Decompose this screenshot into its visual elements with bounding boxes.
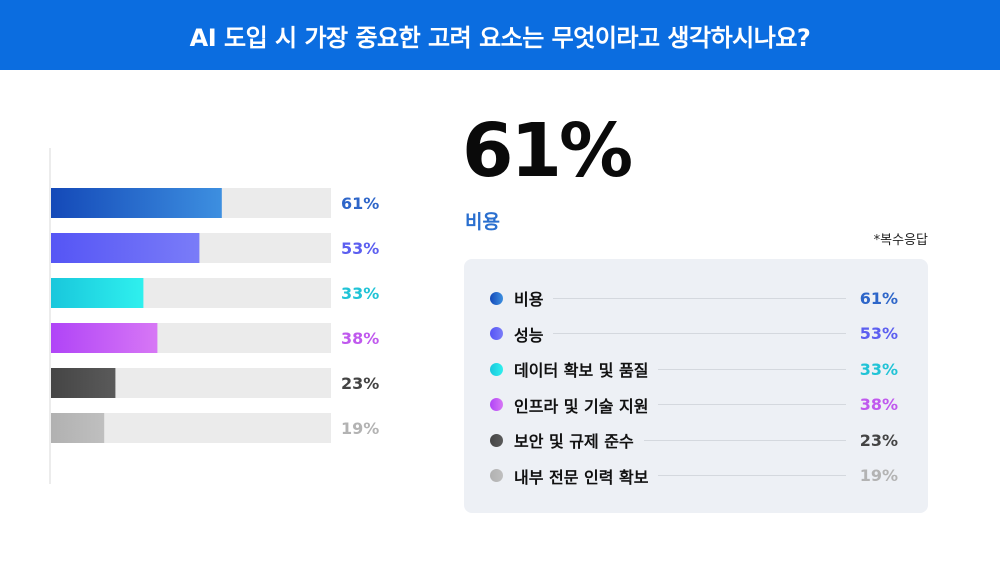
bar	[51, 368, 116, 398]
legend-item: 내부 전문 인력 확보 19%	[490, 465, 898, 487]
legend-value: 23%	[859, 430, 898, 450]
highlight-value: 61%	[462, 108, 633, 194]
legend-value: 19%	[859, 466, 898, 485]
legend-label: 내부 전문 인력 확보	[514, 467, 649, 487]
legend-item: 성능 53%	[490, 323, 898, 345]
bar	[51, 323, 158, 353]
bar	[51, 188, 222, 218]
legend-leader-line	[553, 333, 846, 334]
legend-item: 보안 및 규제 준수 23%	[490, 429, 898, 451]
legend-dot-icon	[490, 433, 503, 447]
legend-label: 성능	[514, 325, 544, 345]
bar-value-label: 61%	[341, 194, 379, 213]
bar	[51, 278, 144, 308]
legend-value: 53%	[859, 324, 898, 343]
legend-item: 인프라 및 기술 지원 38%	[490, 394, 898, 416]
legend-leader-line	[658, 404, 846, 405]
bar	[51, 233, 200, 263]
legend-value: 38%	[859, 395, 898, 414]
legend-dot-icon	[490, 327, 503, 340]
bar-value-label: 23%	[341, 374, 379, 393]
legend-value: 61%	[859, 288, 898, 308]
legend-dot-icon	[490, 398, 503, 411]
legend-leader-line	[658, 475, 846, 476]
legend-leader-line	[553, 297, 846, 299]
bar	[51, 413, 105, 443]
legend-value: 33%	[859, 359, 898, 379]
legend-label: 보안 및 규제 준수	[514, 432, 634, 451]
legend-dot-icon	[490, 291, 503, 305]
bar-value-label: 38%	[341, 329, 379, 348]
legend-panel: 비용 61% 성능 53% 데이터 확보 및 품질 33% 인프라 및 기술 지원 38% 보안…	[464, 259, 928, 513]
bar-chart-container: 61% 53% 33% 38% 23% 19%	[0, 140, 420, 490]
bar-value-label: 19%	[341, 419, 379, 438]
legend-leader-line	[658, 368, 846, 370]
legend-leader-line	[643, 439, 846, 441]
header-banner: AI 도입 시 가장 중요한 고려 요소는 무엇이라고 생각하시나요?	[0, 0, 1000, 70]
legend-label: 데이터 확보 및 품질	[514, 361, 649, 380]
bar-value-label: 53%	[341, 239, 379, 258]
legend-label: 비용	[514, 290, 544, 309]
legend-item: 비용 61%	[490, 287, 898, 309]
page-title: AI 도입 시 가장 중요한 고려 요소는 무엇이라고 생각하시나요?	[189, 23, 811, 52]
legend-item: 데이터 확보 및 품질 33%	[490, 358, 898, 380]
bar-value-label: 33%	[341, 284, 379, 303]
legend-dot-icon	[490, 362, 503, 376]
highlight-label: 비용	[465, 211, 500, 233]
bar-chart: 61% 53% 33% 38% 23% 19%	[49, 148, 379, 484]
legend-label: 인프라 및 기술 지원	[514, 396, 649, 416]
legend-dot-icon	[490, 469, 503, 482]
multiple-response-note: *복수응답	[873, 233, 928, 248]
